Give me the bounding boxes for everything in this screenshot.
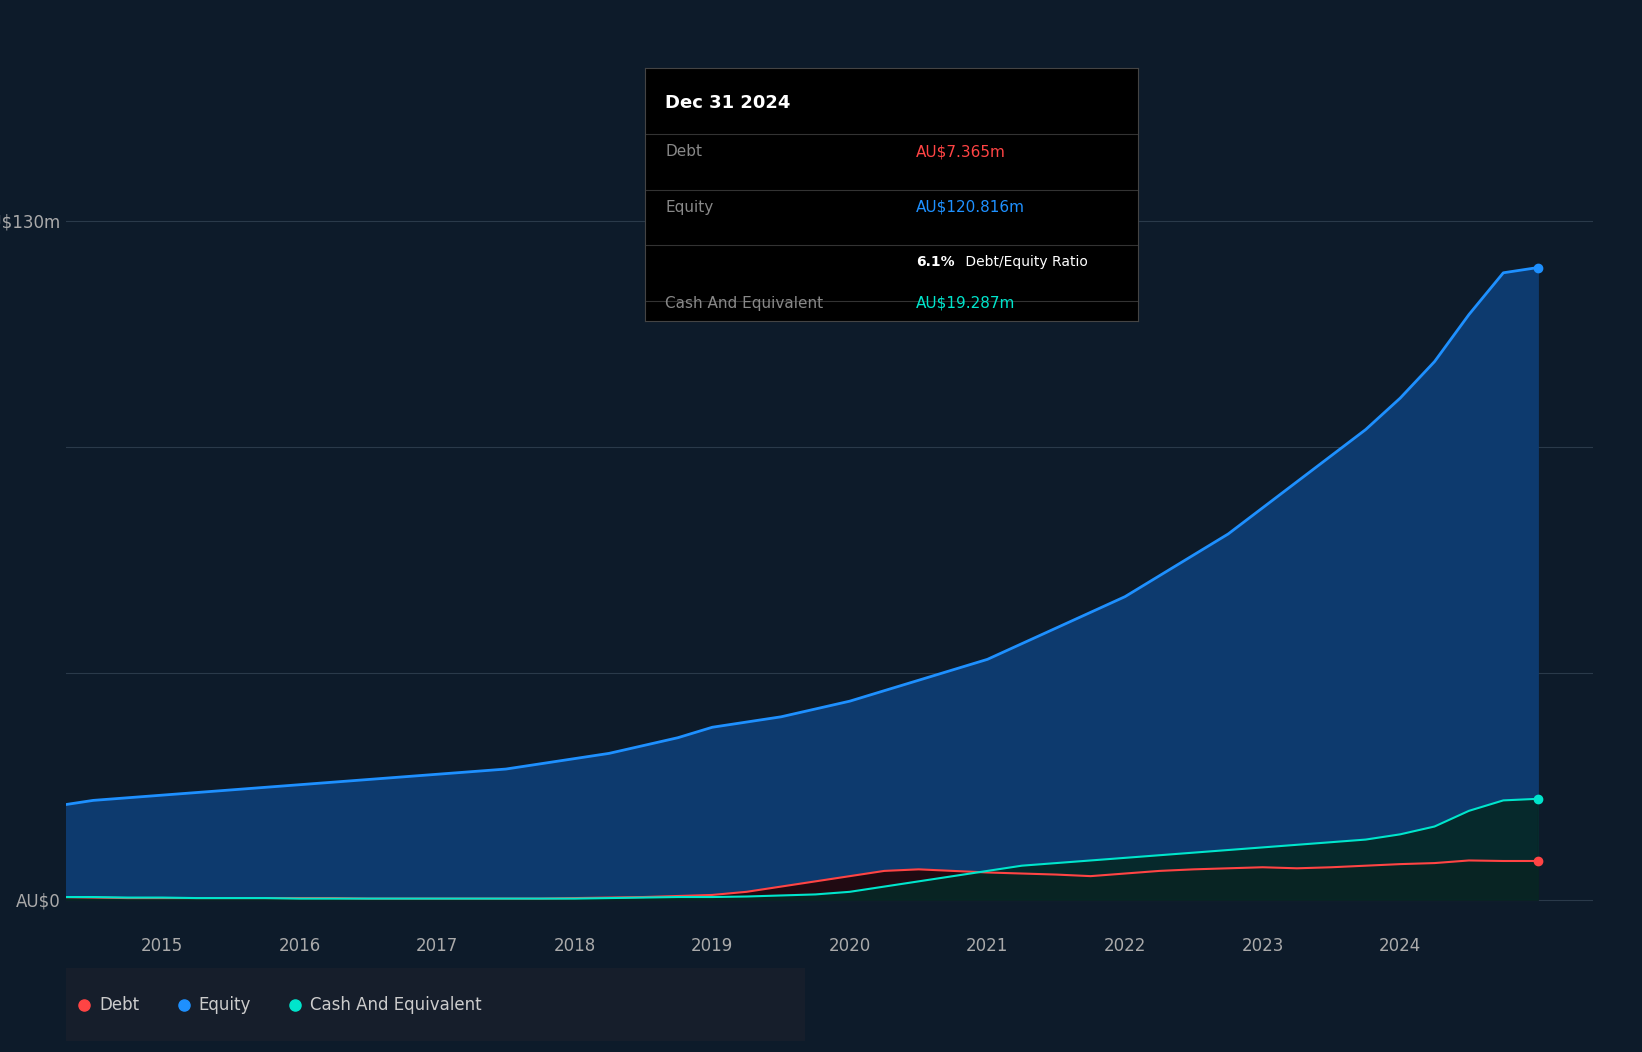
- Text: 6.1%: 6.1%: [916, 256, 956, 269]
- Text: Equity: Equity: [199, 995, 251, 1014]
- Text: Debt/Equity Ratio: Debt/Equity Ratio: [961, 256, 1087, 269]
- Text: Cash And Equivalent: Cash And Equivalent: [665, 296, 823, 310]
- Text: Equity: Equity: [665, 200, 713, 215]
- Text: AU$19.287m: AU$19.287m: [916, 296, 1016, 310]
- Text: AU$120.816m: AU$120.816m: [916, 200, 1025, 215]
- Text: Debt: Debt: [665, 144, 703, 159]
- Text: AU$7.365m: AU$7.365m: [916, 144, 1007, 159]
- Text: Cash And Equivalent: Cash And Equivalent: [310, 995, 481, 1014]
- Text: Dec 31 2024: Dec 31 2024: [665, 94, 790, 112]
- Text: Debt: Debt: [99, 995, 140, 1014]
